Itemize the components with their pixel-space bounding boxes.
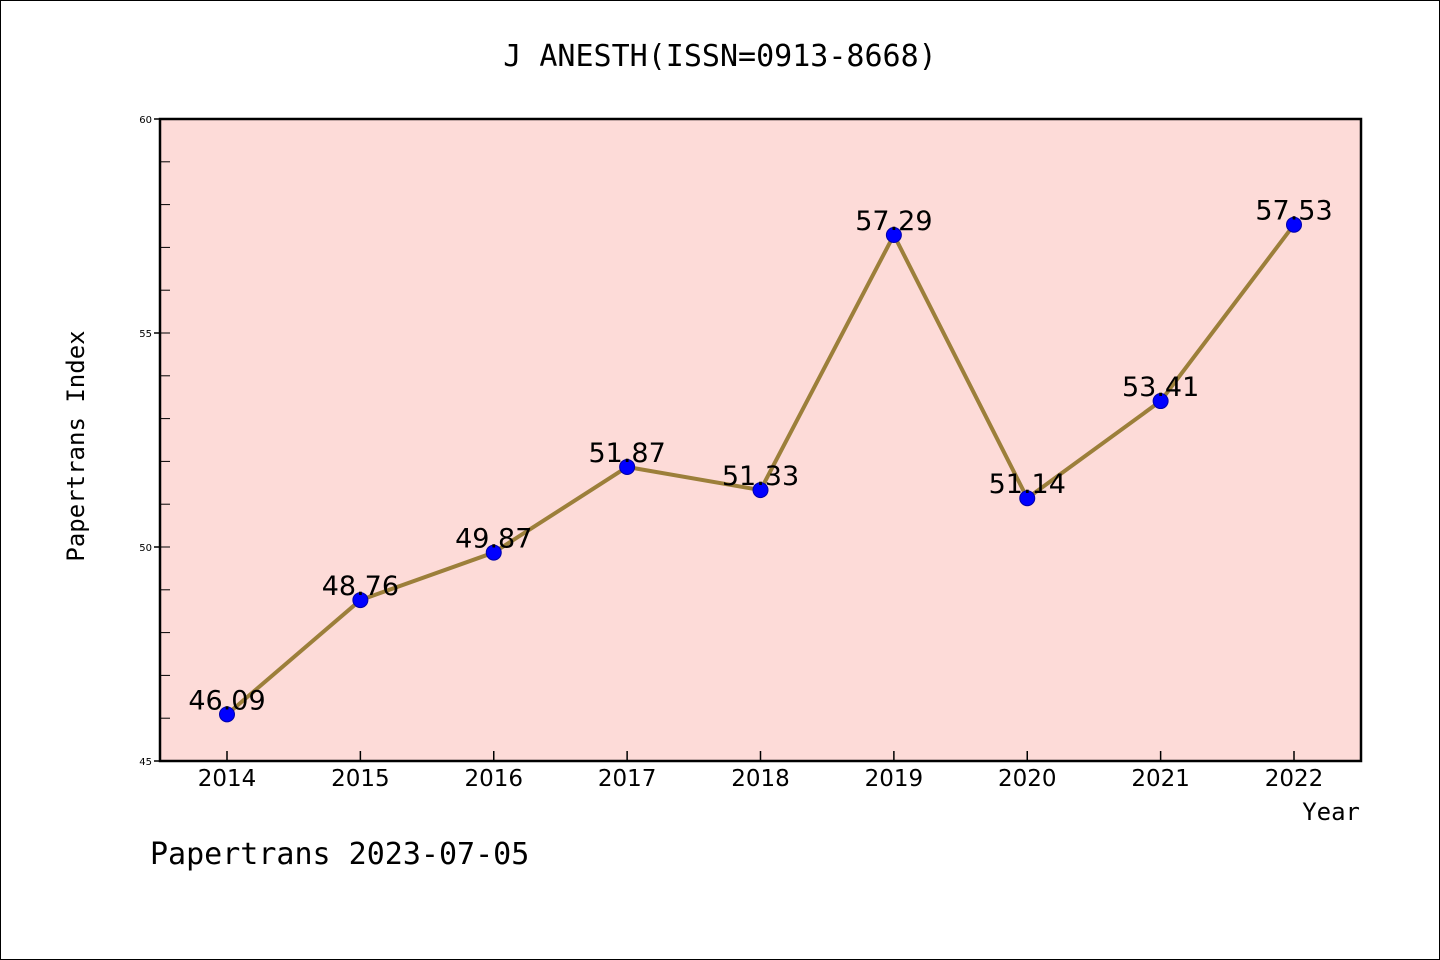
data-point-2018 xyxy=(752,482,769,499)
data-label-2020: 51.14 xyxy=(989,469,1066,500)
data-label-2015: 48.76 xyxy=(322,571,399,602)
y-tick-label: 50 xyxy=(139,543,152,554)
x-axis-label: Year xyxy=(1302,798,1360,826)
y-axis-ticks: 45 50 55 60 xyxy=(139,115,160,768)
y-tick-label: 45 xyxy=(139,757,152,768)
x-tick-label: 2020 xyxy=(998,766,1057,792)
x-axis-ticks: 2014 2015 2016 2017 2018 2019 2020 2021 2022 xyxy=(198,751,1324,792)
x-tick-label: 2021 xyxy=(1131,766,1190,792)
y-tick-label: 55 xyxy=(139,329,152,340)
x-tick-label: 2016 xyxy=(464,766,523,792)
data-point-2021 xyxy=(1152,393,1169,410)
x-tick-label: 2015 xyxy=(331,766,390,792)
data-label-2014: 46.09 xyxy=(188,685,265,716)
data-label-2019: 57.29 xyxy=(855,206,932,237)
data-point-2016 xyxy=(485,544,502,561)
x-tick-label: 2019 xyxy=(865,766,924,792)
x-tick-label: 2017 xyxy=(598,766,657,792)
data-point-2022 xyxy=(1286,216,1302,233)
data-label-2016: 49.87 xyxy=(455,524,532,555)
data-point-2017 xyxy=(619,458,636,475)
data-label-2022: 57.53 xyxy=(1255,196,1332,227)
data-point-2014 xyxy=(219,706,235,723)
footer-text: Papertrans 2023-07-05 xyxy=(150,837,529,872)
data-point-2019 xyxy=(885,226,902,243)
x-tick-label: 2014 xyxy=(198,766,257,792)
data-label-2018: 51.33 xyxy=(722,461,799,492)
chart-title: J ANESTH(ISSN=0913-8668) xyxy=(503,39,936,74)
x-tick-label: 2018 xyxy=(731,766,790,792)
x-tick-label: 2022 xyxy=(1265,766,1324,792)
data-label-2017: 51.87 xyxy=(588,438,665,469)
data-labels: 46.09 48.76 49.87 51.87 51.33 57.29 51.14 53.41… xyxy=(188,196,1332,717)
y-minor-ticks xyxy=(160,118,170,762)
plot-area xyxy=(158,117,1363,763)
y-axis-label: Papertrans Index xyxy=(62,330,90,561)
series-markers xyxy=(219,216,1302,723)
data-label-2021: 53.41 xyxy=(1122,372,1199,403)
data-point-2020 xyxy=(1019,490,1036,507)
y-tick-label: 60 xyxy=(139,115,152,126)
data-point-2015 xyxy=(352,592,369,609)
